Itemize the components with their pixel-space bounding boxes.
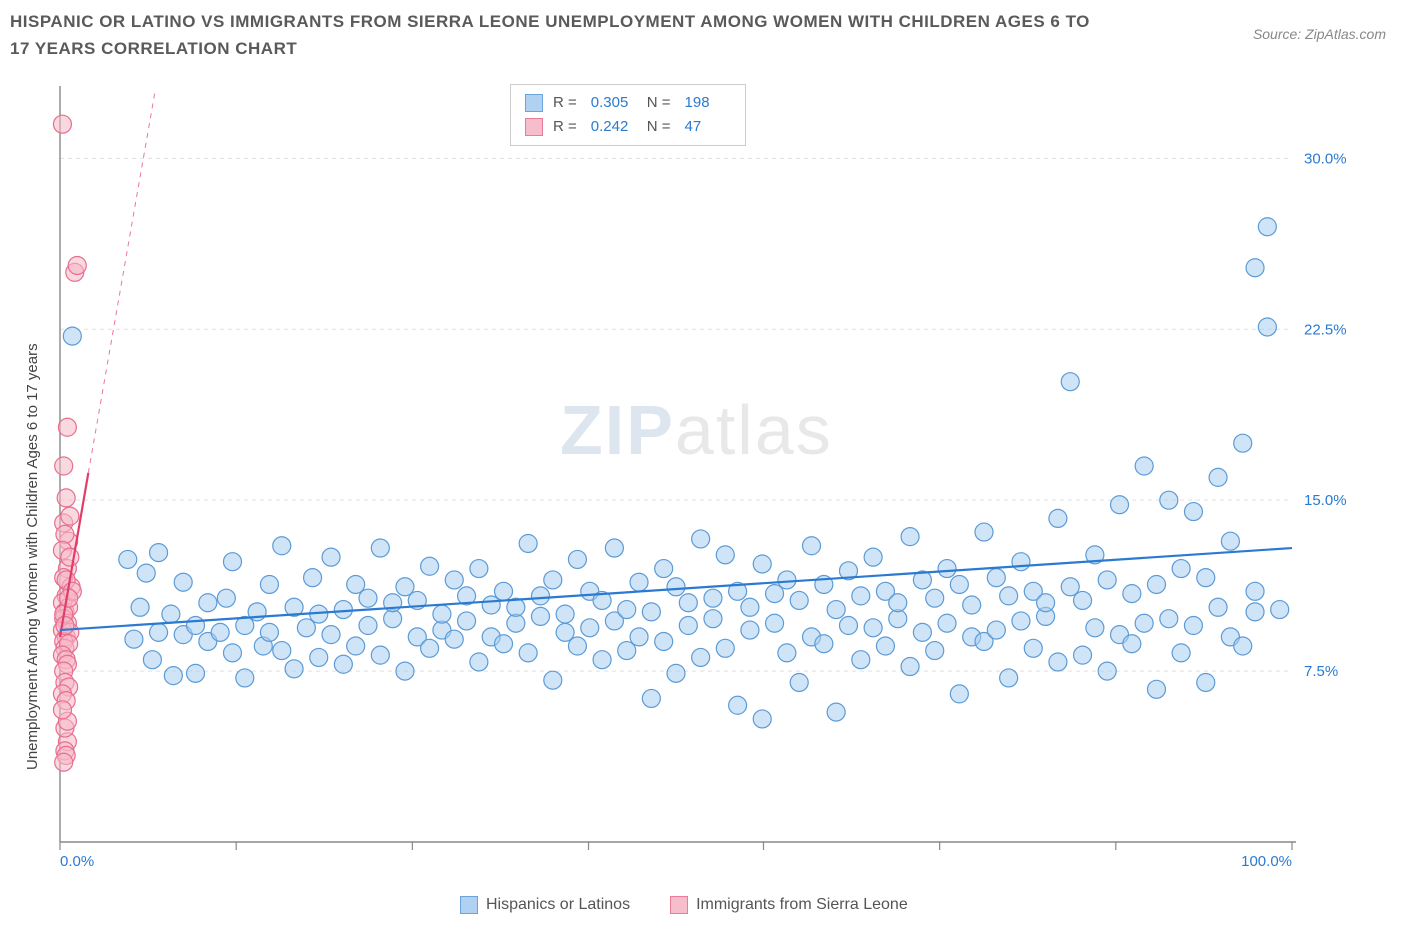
r-label: R =: [553, 115, 577, 139]
n-label: N =: [647, 91, 671, 115]
swatch-series-1: [525, 118, 543, 136]
svg-text:100.0%: 100.0%: [1241, 853, 1292, 870]
legend-item-1: Immigrants from Sierra Leone: [670, 896, 908, 914]
svg-text:15.0%: 15.0%: [1304, 492, 1347, 509]
svg-text:0.0%: 0.0%: [60, 853, 94, 870]
scatter-chart-svg: 7.5% 15.0% 22.5% 30.0% 0.0% 100.0%: [50, 82, 1350, 872]
header-row: HISPANIC OR LATINO VS IMMIGRANTS FROM SI…: [10, 8, 1386, 62]
chart-plot-area: 7.5% 15.0% 22.5% 30.0% 0.0% 100.0%: [50, 82, 1350, 872]
swatch-series-0: [525, 94, 543, 112]
r-label: R =: [553, 91, 577, 115]
r-value-0: 0.305: [591, 91, 637, 115]
source-credit: Source: ZipAtlas.com: [1253, 26, 1386, 42]
series-legend: Hispanics or Latinos Immigrants from Sie…: [460, 896, 908, 914]
r-value-1: 0.242: [591, 115, 637, 139]
legend-item-0: Hispanics or Latinos: [460, 896, 630, 914]
svg-text:30.0%: 30.0%: [1304, 150, 1347, 167]
legend-label-1: Immigrants from Sierra Leone: [696, 896, 908, 914]
n-value-1: 47: [685, 115, 731, 139]
svg-text:7.5%: 7.5%: [1304, 663, 1338, 680]
n-value-0: 198: [685, 91, 731, 115]
chart-title: HISPANIC OR LATINO VS IMMIGRANTS FROM SI…: [10, 8, 1110, 62]
legend-label-0: Hispanics or Latinos: [486, 896, 630, 914]
legend-swatch-1: [670, 896, 688, 914]
svg-text:22.5%: 22.5%: [1304, 321, 1347, 338]
legend-swatch-0: [460, 896, 478, 914]
stats-row-series-1: R = 0.242 N = 47: [525, 115, 731, 139]
stats-row-series-0: R = 0.305 N = 198: [525, 91, 731, 115]
stats-legend-box: R = 0.305 N = 198 R = 0.242 N = 47: [510, 84, 746, 146]
n-label: N =: [647, 115, 671, 139]
y-axis-label: Unemployment Among Women with Children A…: [24, 343, 41, 770]
